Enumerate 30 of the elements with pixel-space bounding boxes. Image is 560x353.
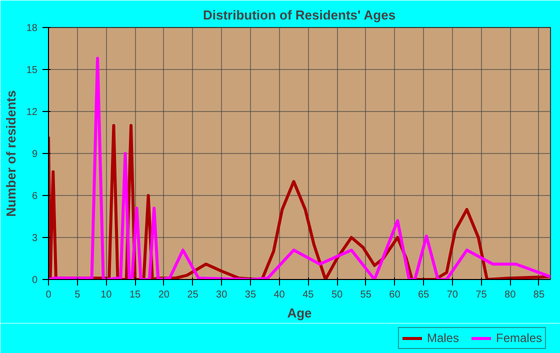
- y-axis-title: Number of residents: [3, 90, 18, 217]
- x-tick-label: 70: [446, 290, 458, 300]
- y-tick-label: 0: [32, 275, 38, 286]
- y-tick-label: 15: [26, 65, 38, 76]
- x-tick-label: 60: [389, 290, 401, 300]
- x-axis-title: Age: [287, 306, 312, 320]
- x-tick-label: 35: [244, 290, 256, 300]
- x-tick-label: 45: [302, 290, 314, 300]
- x-tick-label: 0: [46, 290, 52, 300]
- y-tick-label: 12: [26, 107, 38, 118]
- x-tick-label: 80: [504, 290, 516, 300]
- x-tick-label: 10: [100, 290, 112, 300]
- y-tick-label: 6: [32, 191, 38, 202]
- x-tick-label: 30: [216, 290, 228, 300]
- legend-label: Females: [496, 331, 542, 345]
- x-tick-label: 20: [158, 290, 170, 300]
- y-tick-label: 9: [32, 149, 38, 160]
- x-tick-label: 85: [533, 290, 545, 300]
- x-tick-label: 50: [331, 290, 344, 300]
- x-tick-label: 75: [476, 290, 488, 300]
- x-tick-label: 5: [74, 290, 81, 300]
- chart-title: Distribution of Residents' Ages: [202, 8, 396, 22]
- x-tick-label: 25: [187, 290, 199, 300]
- y-tick-label: 3: [32, 233, 38, 244]
- x-tick-label: 65: [418, 290, 430, 300]
- x-tick-label: 15: [129, 290, 142, 300]
- x-tick-label: 40: [274, 290, 286, 300]
- x-tick-label: 55: [360, 290, 372, 300]
- legend-label: Males: [426, 331, 459, 345]
- y-tick-label: 18: [26, 23, 38, 34]
